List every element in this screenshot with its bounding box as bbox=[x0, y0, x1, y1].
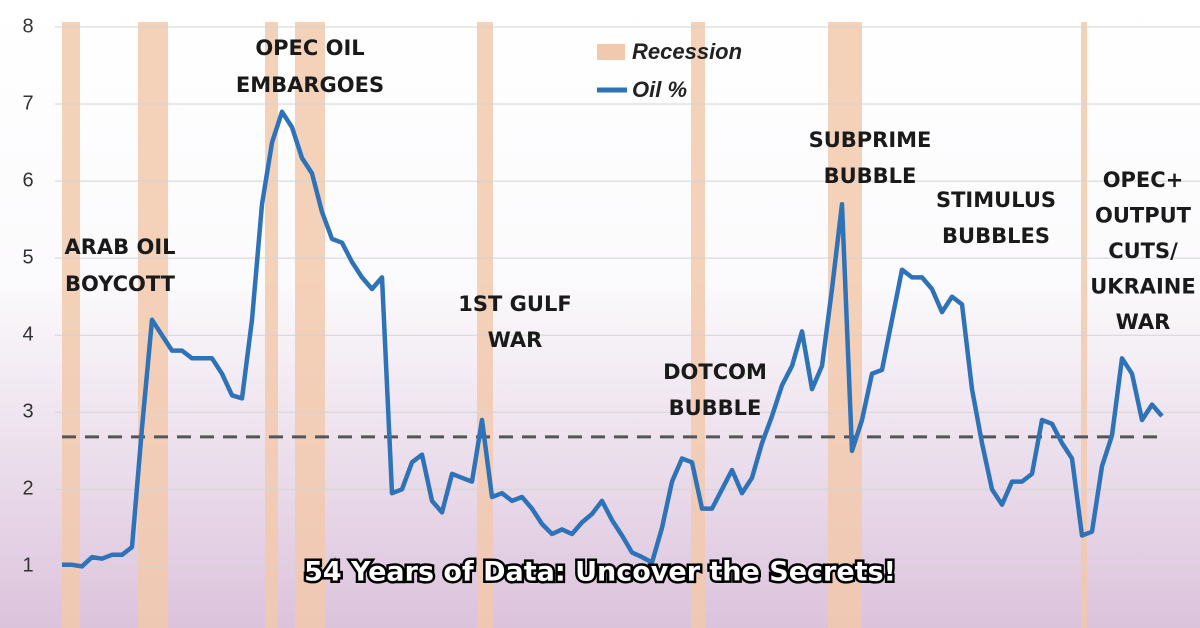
caption: 54 Years of Data: Uncover the Secrets! bbox=[304, 557, 896, 588]
recession-band bbox=[62, 22, 80, 628]
y-tick-label: 3 bbox=[22, 401, 33, 423]
annotation: EMBARGOES bbox=[236, 73, 384, 97]
recession-band bbox=[1081, 22, 1087, 628]
annotation: BUBBLE bbox=[824, 164, 917, 188]
y-tick-label: 4 bbox=[22, 323, 33, 345]
annotation: WAR bbox=[488, 328, 543, 352]
legend-label: Recession bbox=[632, 39, 742, 64]
y-tick-label: 2 bbox=[22, 478, 33, 500]
annotation: STIMULUS bbox=[936, 188, 1056, 212]
recession-band bbox=[477, 22, 493, 628]
annotation: ARAB OIL bbox=[64, 235, 175, 259]
legend-label: Oil % bbox=[632, 77, 687, 102]
annotation: OPEC+ bbox=[1103, 168, 1184, 192]
annotation: OUTPUT bbox=[1095, 204, 1192, 228]
data-line bbox=[62, 109, 1164, 569]
annotation: CUTS/ bbox=[1108, 239, 1178, 263]
legend-swatch bbox=[597, 44, 625, 60]
recession-band bbox=[691, 22, 705, 628]
annotation: OPEC OIL bbox=[255, 36, 364, 60]
annotation: BUBBLE bbox=[669, 396, 762, 420]
y-tick-label: 6 bbox=[22, 169, 33, 191]
annotation: BOYCOTT bbox=[65, 272, 176, 296]
y-tick-label: 7 bbox=[22, 92, 33, 114]
y-tick-label: 8 bbox=[22, 15, 33, 37]
annotation: UKRAINE bbox=[1090, 275, 1195, 299]
annotation: DOTCOM bbox=[663, 360, 767, 384]
annotation: WAR bbox=[1116, 310, 1171, 334]
y-tick-label: 5 bbox=[22, 246, 33, 268]
annotation: BUBBLES bbox=[942, 224, 1050, 248]
y-tick-label: 1 bbox=[22, 555, 33, 577]
recession-band bbox=[265, 22, 278, 628]
annotation: 1ST GULF bbox=[458, 292, 571, 316]
recession-band bbox=[295, 22, 325, 628]
annotation: SUBPRIME bbox=[809, 128, 932, 152]
